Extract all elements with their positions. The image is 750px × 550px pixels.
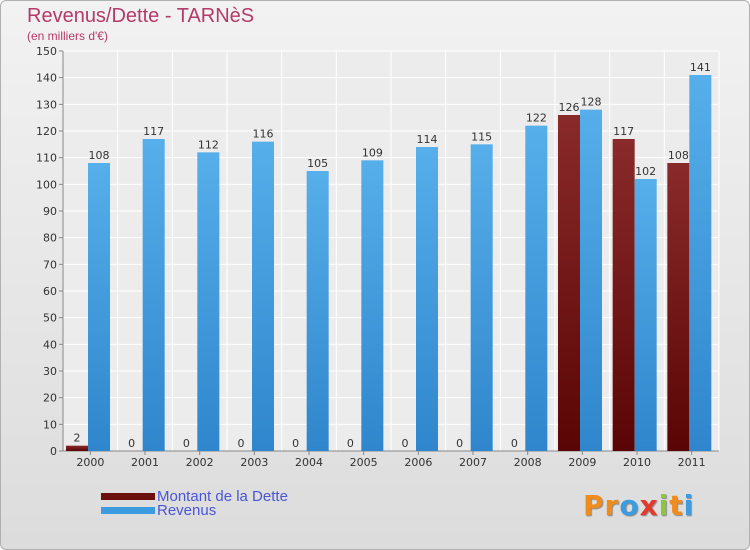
data-label-dette: 0	[183, 437, 190, 450]
y-tick-label: 50	[43, 312, 57, 325]
data-label-revenus: 122	[526, 112, 547, 125]
bar-revenus	[197, 152, 220, 452]
data-label-revenus: 114	[417, 133, 438, 146]
x-tick-label: 2009	[568, 456, 596, 469]
chart-title: Revenus/Dette - TARNèS	[27, 5, 255, 27]
legend-label-dette: Montant de la Dette	[157, 487, 288, 505]
y-tick-label: 70	[43, 258, 57, 271]
data-label-revenus: 102	[635, 165, 656, 178]
bar-dette	[558, 115, 580, 451]
logo-letter: x	[639, 489, 659, 522]
y-tick-label: 150	[36, 45, 57, 58]
y-tick-label: 140	[36, 72, 57, 85]
data-label-revenus: 128	[581, 96, 602, 109]
legend-swatch-dette	[101, 492, 155, 500]
legend-swatch-revenus	[101, 506, 155, 514]
y-tick-label: 100	[36, 178, 57, 191]
logo-letter: i	[658, 489, 670, 522]
x-tick-label: 2006	[404, 456, 432, 469]
y-tick-label: 40	[43, 338, 57, 351]
y-tick-label: 80	[43, 232, 57, 245]
data-label-dette: 117	[613, 125, 634, 138]
data-label-revenus: 117	[143, 125, 164, 138]
logo-letter: t	[669, 489, 684, 522]
data-label-dette: 2	[74, 432, 81, 445]
y-tick-label: 110	[36, 152, 57, 165]
x-tick-label: 2005	[350, 456, 378, 469]
data-label-revenus: 112	[198, 138, 219, 151]
data-label-dette: 0	[128, 437, 135, 450]
y-tick-label: 120	[36, 125, 57, 138]
x-tick-label: 2001	[131, 456, 159, 469]
logo-letter: P	[583, 489, 605, 522]
x-tick-label: 2011	[678, 456, 706, 469]
x-tick-label: 2010	[623, 456, 651, 469]
y-tick-label: 0	[50, 445, 57, 458]
chart-subtitle: (en milliers d'€)	[27, 29, 108, 43]
legend-item-revenus: Revenus	[101, 501, 216, 519]
data-label-dette: 0	[456, 437, 463, 450]
x-tick-label: 2000	[76, 456, 104, 469]
logo-letter: i	[683, 489, 695, 522]
data-label-dette: 0	[292, 437, 299, 450]
logo-letter: r	[604, 489, 620, 522]
bar-revenus	[416, 147, 438, 451]
bar-revenus	[580, 109, 602, 452]
bar-revenus	[361, 160, 384, 452]
data-label-revenus: 141	[690, 61, 711, 74]
data-label-revenus: 109	[362, 146, 383, 159]
bar-revenus	[525, 125, 548, 452]
y-tick-label: 20	[43, 392, 57, 405]
y-tick-label: 60	[43, 285, 57, 298]
logo-letter: o	[619, 489, 640, 522]
bar-revenus	[689, 75, 712, 451]
legend-item-dette: Montant de la Dette	[101, 487, 288, 505]
x-tick-label: 2004	[295, 456, 323, 469]
bar-revenus	[470, 144, 493, 452]
x-tick-label: 2002	[186, 456, 214, 469]
bar-revenus	[252, 141, 274, 451]
data-label-dette: 0	[347, 437, 354, 450]
x-tick-label: 2003	[240, 456, 268, 469]
bar-revenus	[306, 171, 329, 451]
bar-revenus	[634, 179, 657, 451]
data-label-dette: 0	[511, 437, 518, 450]
x-tick-label: 2007	[459, 456, 487, 469]
x-tick-label: 2008	[514, 456, 542, 469]
data-label-revenus: 116	[253, 128, 274, 141]
bar-dette	[667, 163, 690, 451]
data-label-revenus: 108	[89, 149, 110, 162]
data-label-dette: 126	[559, 101, 580, 114]
data-label-revenus: 115	[471, 130, 492, 143]
data-label-dette: 0	[402, 437, 409, 450]
legend-label-revenus: Revenus	[157, 501, 217, 519]
bar-dette	[612, 139, 635, 451]
bar-revenus	[88, 163, 110, 451]
data-label-revenus: 105	[307, 157, 328, 170]
y-tick-label: 10	[43, 418, 57, 431]
data-label-dette: 108	[668, 149, 689, 162]
y-tick-label: 90	[43, 205, 57, 218]
bar-revenus	[142, 139, 165, 451]
bar-dette	[66, 445, 88, 451]
y-tick-label: 30	[43, 365, 57, 378]
proxiti-logo: Proxiti	[583, 489, 694, 522]
y-tick-label: 130	[36, 98, 57, 111]
data-label-dette: 0	[238, 437, 245, 450]
